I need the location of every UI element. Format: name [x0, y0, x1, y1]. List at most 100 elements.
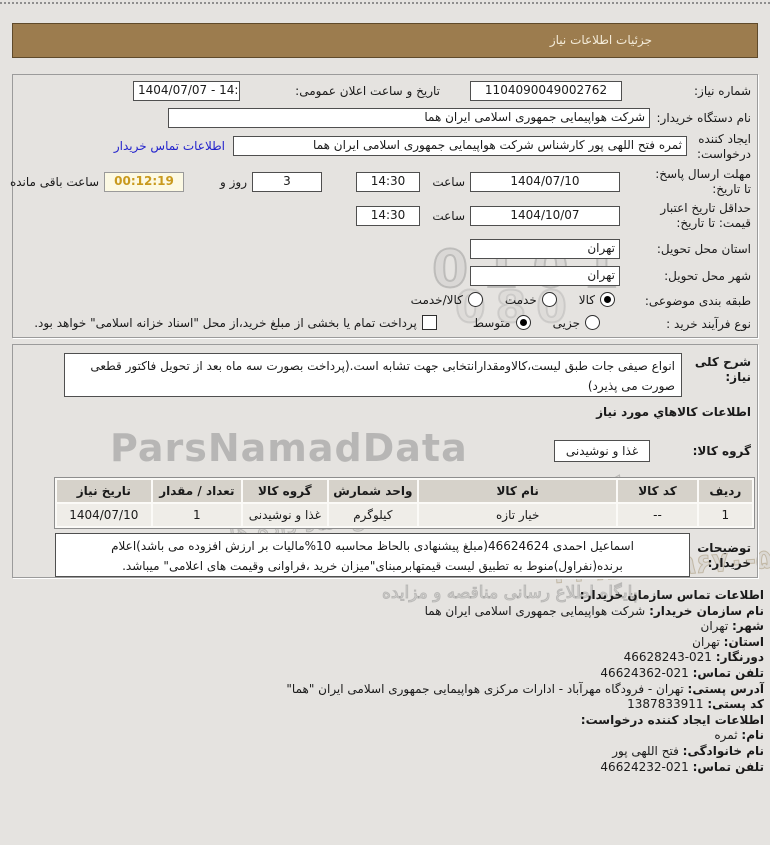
creator-info-heading-label: اطلاعات ایجاد کننده درخواست:: [580, 712, 764, 727]
creator-first-name: نام: ثمره: [286, 728, 764, 744]
need-details-panel: شماره نیاز: 1104090049002762 تاریخ و ساع…: [9, 74, 758, 338]
treasury-documents-note: پرداخت تمام یا بخشی از مبلغ خرید،از محل …: [34, 315, 417, 330]
phone-label: تلفن تماس:: [692, 665, 764, 680]
price-validity-date-field[interactable]: 1404/10/07: [470, 206, 620, 226]
remaining-days-field[interactable]: 3: [252, 172, 322, 192]
cell-goods-name: خیار تازه: [419, 504, 617, 526]
radio-partial[interactable]: [585, 315, 600, 330]
col-row-number: ردیف: [698, 480, 752, 502]
treasury-documents-checkbox[interactable]: [421, 315, 437, 330]
cell-goods-code: --: [618, 504, 697, 526]
contact-org-name: نام سازمان خریدار: شرکت هواپیمایی جمهوری…: [286, 604, 764, 620]
cell-count-unit: کیلوگرم: [328, 504, 418, 526]
request-creator-field[interactable]: ثمره فتح اللهی پور کارشناس شرکت هواپیمای…: [233, 136, 687, 156]
first-name-label: نام:: [741, 728, 764, 743]
fax-label: دورنگار:: [715, 650, 764, 665]
col-goods-code: کد کالا: [618, 480, 697, 502]
radio-service[interactable]: [541, 292, 557, 307]
delivery-city-field[interactable]: تهران: [470, 266, 620, 286]
postal-code-value: 1387833911: [627, 697, 704, 712]
city-value: تهران: [700, 619, 729, 634]
creator-phone-value: 46624232-021: [600, 759, 689, 774]
request-creator-label-line2: درخواست:: [697, 147, 751, 161]
radio-medium[interactable]: [515, 315, 531, 330]
price-validity-time-field[interactable]: 14:30: [356, 206, 420, 226]
goods-group-field[interactable]: غذا و نوشیدنی: [554, 440, 650, 462]
buyer-contact-link[interactable]: اطلاعات تماس خریدار: [113, 139, 225, 153]
hours-remaining-label: ساعت باقی مانده: [9, 175, 99, 189]
general-description-field[interactable]: انواع صیفی جات طبق لیست،کالاومقدارانتخاب…: [64, 353, 682, 397]
purchase-process-options: جزیی متوسط پرداخت تمام یا بخشی از مبلغ خ…: [34, 315, 600, 330]
general-description-label: شرح کلی نیاز:: [695, 355, 751, 385]
reply-deadline-label: مهلت ارسال پاسخ: تا تاریخ:: [655, 167, 751, 197]
radio-goods-service[interactable]: [467, 292, 483, 307]
need-number-field[interactable]: 1104090049002762: [470, 81, 622, 101]
col-goods-group: گروه کالا: [243, 480, 327, 502]
city-label: شهر:: [732, 619, 764, 634]
price-validity-hour-label: ساعت: [432, 209, 465, 223]
first-name-value: ثمره: [714, 728, 738, 743]
reply-deadline-time-field[interactable]: 14:30: [356, 172, 420, 192]
last-name-value: فتح اللهی پور: [612, 743, 679, 758]
phone-value: 46624362-021: [600, 665, 689, 680]
buyer-notes-field[interactable]: اسماعیل احمدی 46624624(مبلغ پیشنهادی بال…: [55, 533, 690, 577]
address-label: آدرس پستی:: [687, 681, 764, 696]
page-title: جزئیات اطلاعات نیاز: [12, 23, 758, 58]
price-validity-label: حداقل تاریخ اعتبار قیمت: تا تاریخ:: [660, 201, 751, 231]
creator-last-name: نام خانوادگی: فتح اللهی پور: [286, 744, 764, 760]
contact-city: شهر: تهران: [286, 619, 764, 635]
request-creator-label: ایجاد کننده درخواست:: [697, 132, 751, 162]
subject-classification-options: کالا خدمت کالا/خدمت: [411, 292, 615, 307]
col-need-date: تاریخ نیاز: [57, 480, 151, 502]
price-validity-label-line1: حداقل تاریخ اعتبار: [660, 201, 751, 215]
radio-medium-label: متوسط: [472, 315, 511, 330]
last-name-label: نام خانوادگی:: [682, 743, 764, 758]
radio-goods-service-label: کالا/خدمت: [410, 292, 463, 307]
org-name-label: نام سازمان خریدار:: [649, 603, 764, 618]
province-label: استان:: [723, 634, 764, 649]
radio-service-label: خدمت: [504, 292, 537, 307]
announce-datetime-field[interactable]: 1404/07/07 - 14:16: [133, 81, 240, 101]
delivery-city-label: شهر محل تحویل:: [664, 269, 751, 283]
contact-address: آدرس پستی: تهران - فرودگاه مهرآباد - ادا…: [286, 682, 764, 698]
goods-group-label: گروه کالا:: [692, 444, 751, 458]
goods-table: ردیف کد کالا نام کالا واحد شمارش گروه کا…: [54, 477, 755, 529]
goods-table-header-row: ردیف کد کالا نام کالا واحد شمارش گروه کا…: [57, 480, 752, 502]
required-goods-heading: اطلاعات کالاهاي مورد نیاز: [596, 405, 751, 419]
buyer-org-field[interactable]: شرکت هواپیمایی جمهوری اسلامی ایران هما: [168, 108, 650, 128]
table-row: 1 -- خیار تازه کیلوگرم غذا و نوشیدنی 1 1…: [57, 504, 752, 526]
request-creator-label-line1: ایجاد کننده: [698, 132, 751, 146]
contact-phone: تلفن تماس: 46624362-021: [286, 666, 764, 682]
postal-code-label: کد پستی:: [707, 697, 764, 712]
cell-goods-group: غذا و نوشیدنی: [243, 504, 327, 526]
reply-deadline-date-field[interactable]: 1404/07/10: [470, 172, 620, 192]
subject-classification-label: طبقه بندی موضوعی:: [644, 294, 751, 308]
contact-org-heading-label: اطلاعات تماس سازمان خریدار:: [579, 588, 764, 602]
creator-phone: تلفن تماس: 46624232-021: [286, 760, 764, 776]
delivery-province-field[interactable]: تهران: [470, 239, 620, 259]
buyer-notes-label: توضیحات خریدار:: [697, 541, 751, 571]
cell-need-date: 1404/07/10: [57, 504, 151, 526]
countdown-timer: 00:12:19: [104, 172, 184, 192]
cell-row-number: 1: [698, 504, 752, 526]
col-goods-name: نام کالا: [419, 480, 617, 502]
announce-datetime-label: تاریخ و ساعت اعلان عمومی:: [295, 84, 440, 98]
reply-deadline-label-line1: مهلت ارسال پاسخ:: [655, 167, 751, 181]
org-name-value: شرکت هواپیمایی جمهوری اسلامی ایران هما: [424, 603, 646, 618]
buyer-notes-label-line2: خریدار:: [707, 556, 751, 570]
radio-goods-label: کالا: [578, 292, 595, 307]
radio-partial-label: جزیی: [552, 315, 580, 330]
days-and-label: روز و: [220, 175, 247, 189]
contact-info-section: اطلاعات تماس سازمان خریدار: نام سازمان خ…: [286, 588, 764, 775]
price-validity-label-line2: قیمت: تا تاریخ:: [676, 216, 751, 230]
buyer-notes-label-line1: توضیحات: [697, 541, 751, 555]
radio-goods[interactable]: [600, 292, 615, 307]
contact-fax: دورنگار: 46628243-021: [286, 650, 764, 666]
general-description-label-line2: نیاز:: [725, 370, 751, 384]
general-description-label-line1: شرح کلی: [694, 355, 751, 369]
cell-quantity: 1: [152, 504, 242, 526]
need-number-label: شماره نیاز:: [694, 84, 751, 98]
purchase-process-label: نوع فرآیند خرید :: [666, 317, 751, 331]
creator-phone-label: تلفن تماس:: [692, 759, 764, 774]
reply-deadline-hour-label: ساعت: [432, 175, 465, 189]
